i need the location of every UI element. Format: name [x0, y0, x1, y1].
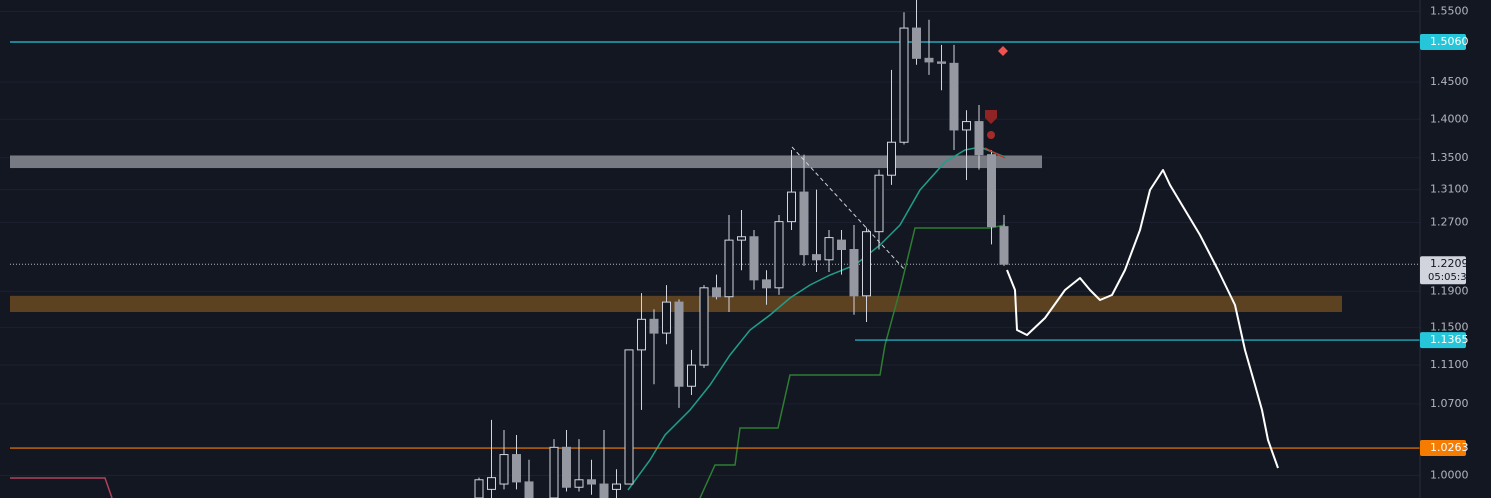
levels: [10, 41, 1420, 449]
countdown: 05:05:30: [1428, 272, 1473, 283]
candle-body: [924, 57, 934, 63]
candle-body: [724, 239, 734, 298]
candle-body: [499, 454, 509, 485]
signal-shield: [985, 110, 997, 124]
candle-body: [962, 121, 971, 131]
candle-body: [862, 231, 871, 297]
y-tick-label: 1.4000: [1430, 112, 1469, 125]
y-tick-label: 1.3100: [1430, 183, 1469, 196]
y-tick-label: 1.0700: [1430, 397, 1469, 410]
candle-body: [749, 236, 759, 281]
zone: [10, 155, 1042, 169]
level-badge: [1420, 34, 1466, 51]
ema-line: [627, 146, 1006, 491]
candle-body: [612, 483, 621, 490]
y-tick-label: 1.3500: [1430, 151, 1469, 164]
candle-body: [512, 454, 521, 483]
candle-body: [874, 174, 884, 233]
last-price-label: 1.2209: [1430, 257, 1469, 270]
candle-body: [999, 226, 1009, 265]
candle-body: [674, 301, 684, 387]
candle-body: [887, 141, 896, 176]
candle-body: [737, 236, 746, 241]
candle-body: [949, 62, 959, 131]
y-tick-label: 1.1100: [1430, 358, 1469, 371]
level-badge: [1420, 440, 1466, 457]
candle-body: [662, 301, 671, 334]
grid: [0, 11, 1420, 477]
level-label: 1.5060: [1430, 35, 1469, 48]
candle-body: [599, 483, 609, 498]
y-tick-label: 1.5500: [1430, 5, 1469, 18]
y-tick-label: 1.2700: [1430, 215, 1469, 228]
candle-body: [987, 154, 996, 228]
axis-labels: 1.5500 1.4500 1.4000 1.3500 1.3100 1.2700 1.19…: [1420, 5, 1473, 482]
y-tick-label: 1.4500: [1430, 75, 1469, 88]
signal-dot: [987, 131, 995, 139]
candle-body: [687, 364, 696, 387]
candle-body: [637, 318, 646, 351]
candle-body: [762, 279, 771, 289]
y-tick-label: 1.0000: [1430, 469, 1469, 482]
candle-body: [899, 27, 909, 143]
candle-body: [524, 481, 534, 498]
level-badge: [1420, 332, 1466, 349]
step-line: [699, 224, 1006, 498]
level-label: 1.0263: [1430, 441, 1469, 454]
candle-body: [562, 446, 571, 488]
candle-body: [837, 239, 846, 251]
candle-body: [587, 479, 596, 485]
signal-line: [984, 147, 1006, 159]
candle-body: [849, 249, 859, 297]
candle-body: [937, 61, 946, 64]
candle-body: [799, 191, 809, 256]
level-label: 1.1365: [1430, 333, 1469, 346]
y-tick-label: 1.1900: [1430, 284, 1469, 297]
candle-body: [699, 287, 709, 366]
candle-body: [712, 287, 721, 298]
price-axis: [1420, 0, 1491, 498]
candle-body: [774, 221, 784, 289]
projection-drawing: [1006, 169, 1279, 469]
signal-diamond: [998, 46, 1008, 56]
candle-body: [812, 254, 821, 261]
candles: [474, 0, 1009, 498]
candle-body: [912, 27, 921, 59]
candle-body: [974, 121, 984, 156]
candle-body: [474, 479, 484, 498]
candle-body: [487, 477, 496, 490]
candle-body: [624, 349, 634, 485]
last-price-badge: [1420, 256, 1466, 285]
y-tick-label: 1.1500: [1430, 321, 1469, 334]
candle-body: [787, 191, 796, 223]
candle-body: [549, 446, 559, 498]
candle-body: [574, 479, 584, 488]
candle-body: [649, 318, 659, 334]
candle-body: [824, 237, 834, 261]
red-line: [10, 477, 113, 498]
